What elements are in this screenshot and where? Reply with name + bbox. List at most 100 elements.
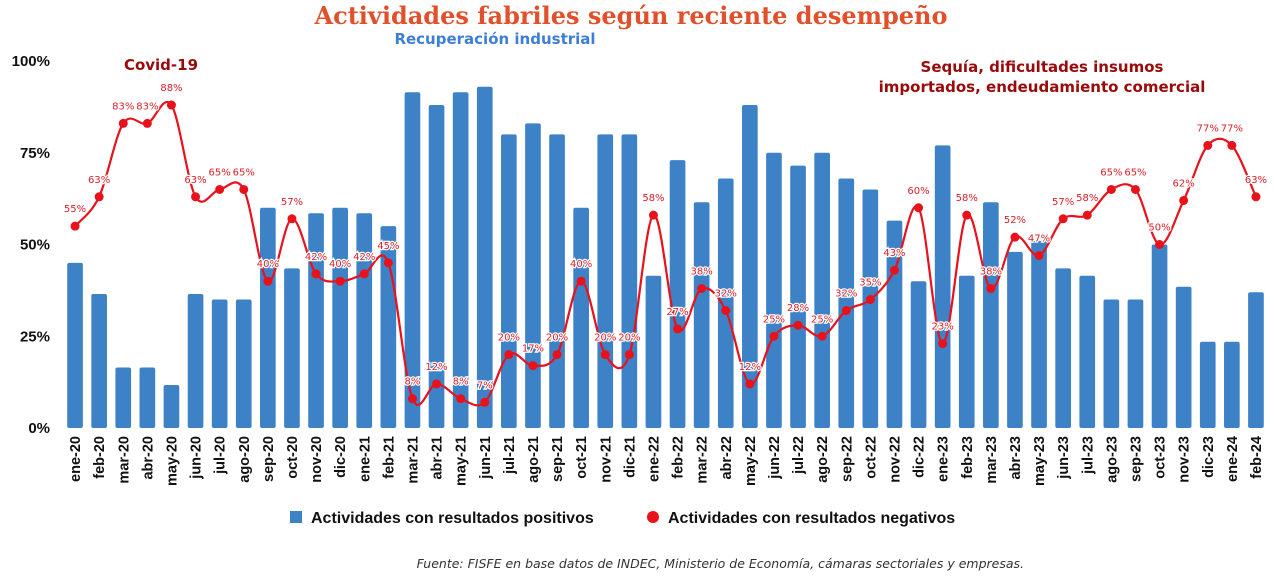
data-label: 20%: [618, 333, 640, 344]
chart-title: Actividades fabriles según reciente dese…: [313, 1, 947, 30]
source-note: Fuente: FISFE en base datos de INDEC, Mi…: [417, 556, 1024, 571]
line-point: [1058, 214, 1068, 224]
x-tick-label: sep-22: [839, 436, 855, 482]
bar: [983, 202, 999, 428]
bar: [669, 160, 686, 428]
bar: [139, 367, 156, 428]
bar: [549, 134, 565, 428]
data-label: 55%: [64, 204, 86, 215]
bar: [1151, 244, 1168, 428]
bar: [476, 86, 493, 428]
line-point: [70, 221, 80, 231]
line-point: [191, 192, 201, 202]
x-tick-label: abr-23: [1008, 436, 1024, 480]
data-label: 7%: [477, 380, 493, 391]
line-point: [1155, 240, 1165, 249]
line-point: [504, 350, 514, 360]
line-point: [865, 295, 875, 305]
x-tick-label: ene-21: [357, 436, 373, 482]
bar: [163, 385, 180, 428]
data-label: 42%: [305, 252, 327, 263]
y-axis: 0% 25% 50% 75% 100%: [12, 53, 50, 437]
line-point: [407, 394, 417, 404]
line-path: [74, 101, 1257, 407]
line-point: [697, 284, 707, 294]
line-point: [263, 276, 273, 286]
x-tick-label: feb-23: [960, 436, 976, 479]
line-point: [817, 331, 827, 341]
data-label: 20%: [498, 333, 520, 344]
line-point: [142, 118, 152, 128]
line-point: [938, 339, 948, 349]
bar: [235, 299, 252, 428]
line-point: [1227, 140, 1237, 150]
line-point: [745, 379, 755, 389]
bar: [886, 220, 903, 428]
data-label: 58%: [1076, 193, 1098, 204]
x-tick-label: abr-20: [140, 436, 156, 480]
bar: [501, 134, 517, 428]
x-tick-label: feb-24: [1249, 436, 1265, 479]
data-label: 28%: [787, 303, 809, 314]
data-label: 25%: [763, 314, 785, 325]
x-tick-label: ago-23: [1104, 436, 1120, 483]
bar: [1055, 268, 1071, 428]
x-tick-label: dic-22: [912, 436, 928, 478]
x-tick-label: mar-21: [405, 436, 421, 484]
bar: [260, 207, 276, 428]
line-point: [118, 118, 128, 128]
line-point: [769, 331, 779, 341]
data-label: 20%: [546, 333, 568, 344]
x-tick-label: may-23: [1032, 436, 1048, 486]
bar: [958, 275, 975, 428]
data-label: 25%: [811, 314, 833, 325]
data-label: 50%: [1148, 223, 1170, 234]
line-point: [359, 269, 369, 279]
data-label: 38%: [980, 267, 1002, 278]
annotation-sequia-line1: Sequía, dificultades insumos: [921, 58, 1164, 76]
x-tick-label: jun-20: [189, 436, 205, 480]
data-label: 60%: [907, 186, 929, 197]
bar: [525, 123, 541, 428]
bar: [862, 189, 879, 428]
line-point: [552, 350, 562, 360]
line-point: [841, 306, 851, 316]
bar: [910, 281, 927, 428]
line-point: [600, 350, 610, 360]
bar: [717, 178, 734, 428]
line-point: [215, 184, 225, 194]
bar: [790, 165, 806, 428]
line-point: [239, 184, 249, 194]
legend-label-positive: Actividades con resultados positivos: [311, 510, 594, 527]
bar: [621, 134, 638, 428]
x-tick-label: may-22: [743, 436, 759, 486]
x-tick-label: oct-22: [863, 436, 879, 479]
line-point: [673, 324, 683, 334]
bar: [1127, 299, 1144, 428]
data-label: 65%: [1100, 167, 1122, 178]
bar: [284, 268, 300, 428]
x-tick-label: ene-22: [646, 436, 662, 482]
bar: [597, 134, 614, 428]
bar: [934, 145, 951, 428]
bar: [814, 152, 830, 428]
data-label: 43%: [883, 248, 905, 259]
x-tick-label: sep-23: [1128, 436, 1144, 482]
x-tick-label: may-20: [164, 436, 180, 486]
y-tick-label: 100%: [12, 53, 50, 70]
data-label: 35%: [859, 278, 881, 289]
x-tick-label: feb-20: [92, 436, 108, 479]
data-label: 12%: [425, 362, 447, 373]
x-tick-label: mar-20: [116, 436, 132, 484]
line-point: [889, 265, 899, 275]
x-tick-label: may-21: [454, 436, 470, 486]
y-tick-label: 0%: [28, 420, 50, 437]
x-tick-label: mar-22: [695, 436, 711, 484]
data-label: 77%: [1221, 123, 1243, 134]
x-tick-label: feb-21: [381, 436, 397, 479]
x-tick-label: dic-20: [333, 436, 349, 478]
bar: [1224, 341, 1240, 428]
line-point: [1179, 195, 1189, 205]
data-label: 17%: [522, 344, 544, 355]
bar: [573, 207, 589, 428]
